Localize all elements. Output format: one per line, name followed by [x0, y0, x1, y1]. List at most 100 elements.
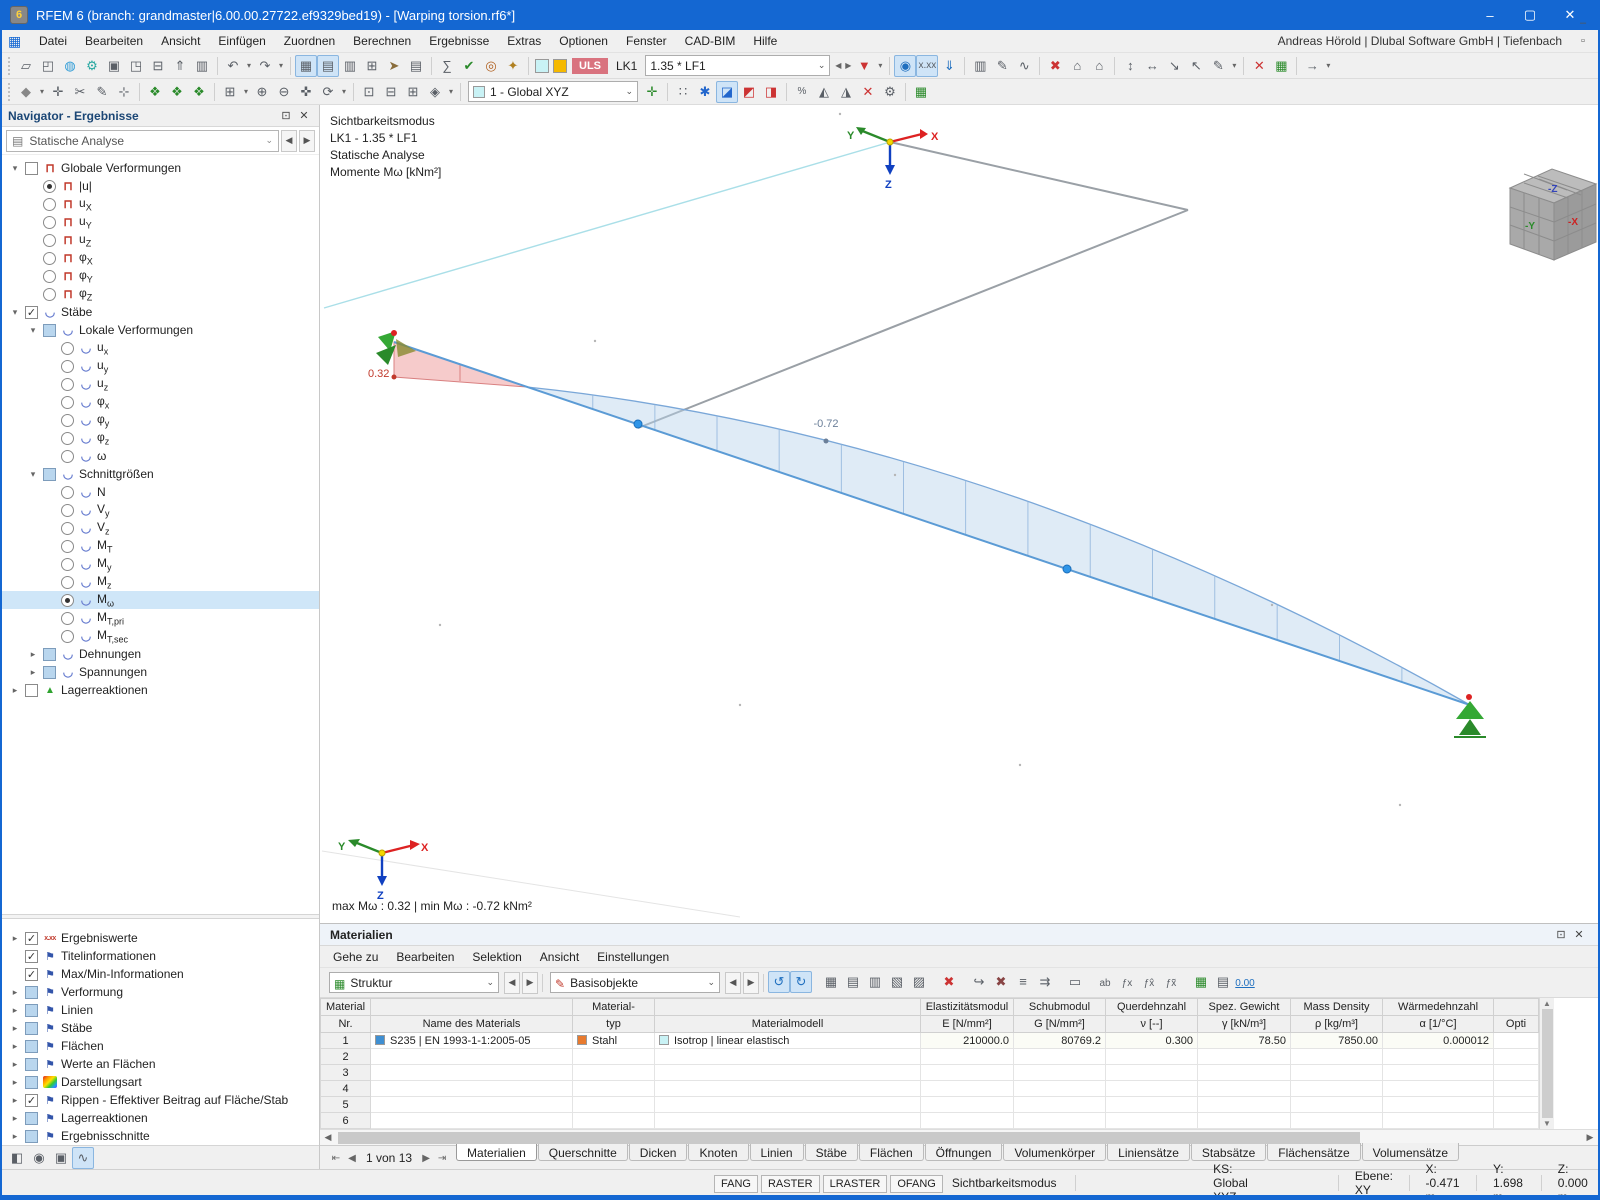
materials-menu-selektion[interactable]: Selektion [472, 949, 522, 964]
result-color-swatch-1-icon[interactable] [535, 58, 549, 73]
table-row[interactable]: 3 [320, 1064, 1539, 1081]
result-table-columns-icon[interactable]: ▥ [974, 57, 987, 73]
model-view-2-icon[interactable]: ⌂ [1095, 58, 1104, 73]
expand-arrow-icon[interactable]: ▸ [12, 1058, 18, 1069]
mirror-view-icon[interactable]: ◭ [819, 83, 829, 99]
expand-arrow-icon[interactable]: ▾ [30, 324, 36, 335]
column-header-name-des-materials[interactable]: Name des Materials [370, 1015, 573, 1033]
column-header-typ[interactable]: typ [572, 1015, 655, 1033]
checkbox[interactable] [25, 1057, 38, 1071]
cell-opt[interactable] [1493, 1096, 1539, 1113]
expand-arrow-icon[interactable]: ▸ [12, 1094, 18, 1105]
cell-gamma[interactable]: 78.50 [1197, 1032, 1291, 1049]
redo-icon[interactable]: ↷ [259, 57, 271, 73]
expand-arrow-icon[interactable]: ▸ [12, 1076, 18, 1087]
scroll-up-icon[interactable]: ▲ [1543, 999, 1551, 1008]
cell-name[interactable] [370, 1096, 573, 1113]
section-plane-yz-icon[interactable]: ◨ [764, 83, 778, 99]
cell-e[interactable] [920, 1096, 1014, 1113]
radio-button[interactable] [61, 341, 74, 355]
menu-optionen[interactable]: Optionen [559, 34, 608, 48]
column-header-opti[interactable]: Opti [1493, 1015, 1539, 1033]
column-header-opti[interactable] [1493, 998, 1539, 1016]
check-model-icon[interactable]: ✔ [463, 57, 475, 73]
float-panel-icon[interactable]: ⊡ [281, 110, 291, 122]
expand-arrow-icon[interactable]: ▸ [30, 648, 36, 659]
radio-button[interactable] [61, 593, 74, 607]
table-group-combo[interactable]: ▦ Struktur ⌄ [329, 972, 499, 993]
menu-berechnen[interactable]: Berechnen [353, 34, 412, 48]
ucs-manager-icon[interactable]: ✛ [646, 83, 658, 99]
radio-button[interactable] [61, 413, 74, 427]
checkbox[interactable] [25, 1129, 38, 1143]
model-viewport[interactable]: 0.32 -0.72 [320, 105, 1598, 923]
cell-nr[interactable]: 2 [320, 1048, 371, 1065]
cell-opt[interactable] [1493, 1112, 1539, 1129]
cell-g[interactable] [1013, 1112, 1106, 1129]
result-color-swatch-2-icon[interactable] [553, 58, 567, 73]
checkbox[interactable] [25, 1111, 38, 1125]
column-header-materialmodell[interactable] [654, 998, 921, 1016]
visibility-loads-icon[interactable]: ❖ [193, 83, 205, 99]
stretch-back-icon[interactable]: ↖ [1190, 57, 1202, 73]
view-front-icon[interactable]: ⊡ [363, 83, 375, 99]
new-model-icon[interactable]: ▱ [21, 57, 31, 73]
load-case-combo[interactable]: 1.35 * LF1 ⌄ [645, 55, 831, 76]
menu-ansicht[interactable]: Ansicht [161, 34, 201, 48]
cell-modell[interactable] [654, 1080, 921, 1097]
first-table-icon[interactable]: ⇤ [331, 1152, 341, 1164]
result-diagram-icon[interactable]: ∿ [72, 1146, 94, 1169]
snap-toggle-raster[interactable]: RASTER [760, 1174, 820, 1193]
printout-report-icon[interactable]: ▤ [409, 57, 423, 73]
last-table-icon[interactable]: ⇥ [437, 1152, 447, 1164]
cell-name[interactable] [370, 1080, 573, 1097]
materials-menu-gehe-zu[interactable]: Gehe zu [333, 949, 379, 964]
model-canvas[interactable]: 0.32 -0.72 [320, 105, 1600, 928]
table-category-next[interactable]: ▶ [743, 971, 759, 994]
expand-arrow-icon[interactable]: ▸ [12, 1004, 18, 1015]
section-plane-xy-icon[interactable]: ◪ [716, 80, 738, 103]
checkbox[interactable] [43, 647, 56, 661]
redo-dropdown-icon[interactable]: ▾ [278, 61, 283, 70]
table-category-combo[interactable]: ✎ Basisobjekte ⌄ [550, 972, 720, 993]
expand-arrow-icon[interactable]: ▸ [12, 684, 18, 695]
scroll-down-icon[interactable]: ▼ [1543, 1119, 1551, 1128]
filter-results-icon[interactable]: ▼ [857, 58, 871, 73]
stretch-vertical-icon[interactable]: ↕ [1127, 58, 1134, 73]
checkbox[interactable] [25, 1075, 38, 1089]
expand-arrow-icon[interactable]: ▾ [12, 306, 18, 317]
column-header-nr[interactable]: Nr. [320, 1015, 371, 1033]
select-mode-icon[interactable]: ◆ [21, 83, 31, 99]
flip-view-icon[interactable]: ◮ [841, 83, 851, 99]
cell-g[interactable] [1013, 1096, 1106, 1113]
display-item-ergebniswerte[interactable]: ▸ ✓ x.xx Ergebniswerte [2, 929, 319, 947]
display-item-stäbe[interactable]: ▸ ⚑ Stäbe [2, 1019, 319, 1037]
cell-typ[interactable]: Stahl [572, 1032, 655, 1049]
cell-typ[interactable] [572, 1096, 655, 1113]
beam-member[interactable] [393, 341, 1471, 706]
result-diagrams-icon[interactable]: ∿ [1018, 57, 1030, 73]
radio-button[interactable] [61, 575, 74, 589]
trim-objects-icon[interactable]: ✂ [74, 83, 86, 99]
checkbox[interactable]: ✓ [25, 305, 38, 319]
grid-settings-icon[interactable]: ∷ [678, 83, 688, 99]
cell-typ[interactable] [572, 1080, 655, 1097]
results-on-deformed-icon[interactable]: ⇓ [943, 57, 955, 73]
node-intermediate-2[interactable] [1062, 564, 1072, 574]
column-header-typ[interactable]: Material- [572, 998, 655, 1016]
column-header-1-c[interactable]: α [1/°C] [1382, 1015, 1494, 1033]
table-category-prev[interactable]: ◀ [725, 971, 741, 994]
column-header-kn-m[interactable]: Spez. Gewicht [1197, 998, 1291, 1016]
view-side-icon[interactable]: ⊞ [407, 83, 419, 99]
column-header-kn-m[interactable]: γ [kN/m³] [1197, 1015, 1291, 1033]
cell-alpha[interactable] [1382, 1064, 1494, 1081]
tab-materialien[interactable]: Materialien [456, 1143, 537, 1161]
cell-name[interactable] [370, 1112, 573, 1129]
display-item-rippen-effektiver-beitrag-auf-fläche-stab[interactable]: ▸ ✓ ⚑ Rippen - Effektiver Beitrag auf Fläch… [2, 1091, 319, 1109]
previous-analysis-button[interactable]: ◀ [281, 129, 297, 152]
loads-icon[interactable]: ◎ [485, 57, 497, 73]
radio-button[interactable] [61, 557, 74, 571]
radio-button[interactable] [61, 485, 74, 499]
column-header-g-n-mm[interactable]: Schubmodul [1013, 998, 1106, 1016]
radio-button[interactable] [43, 197, 56, 211]
